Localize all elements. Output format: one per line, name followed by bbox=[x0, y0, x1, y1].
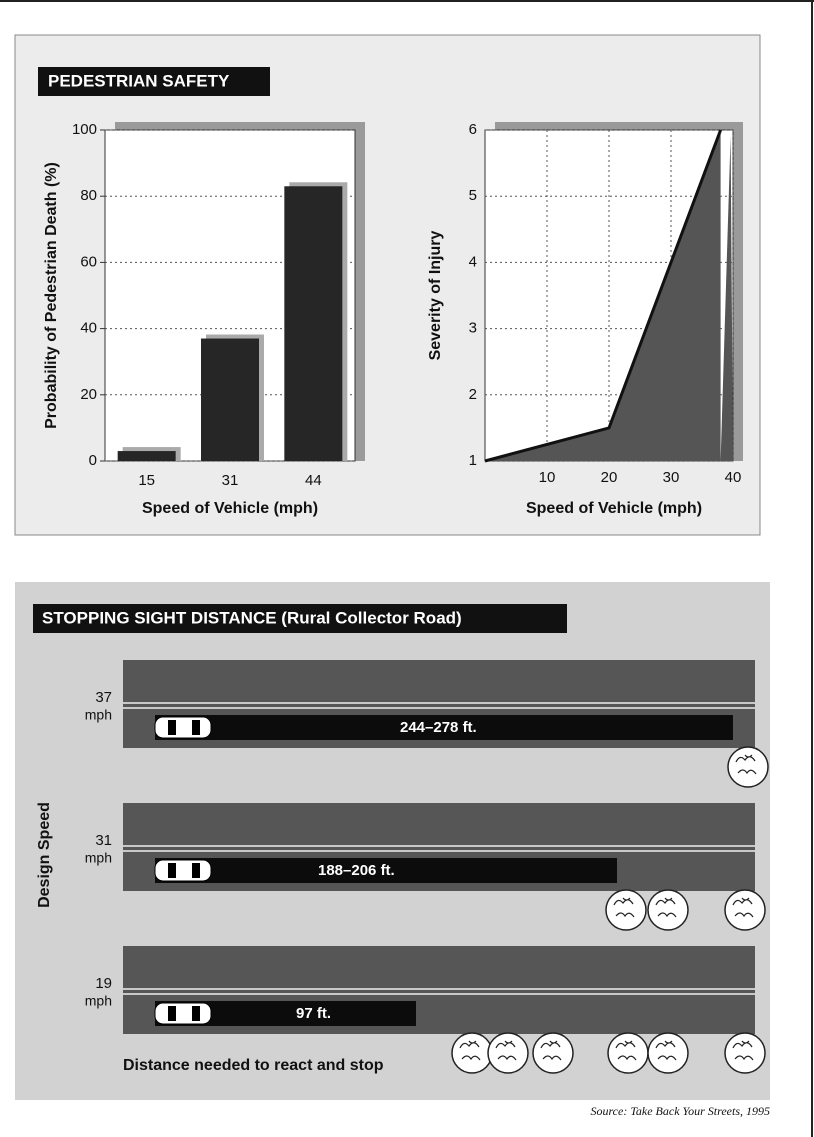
distance-bar bbox=[155, 715, 733, 740]
x-tick-label: 44 bbox=[305, 472, 322, 489]
y-tick-label: 100 bbox=[72, 121, 97, 138]
distance-label: 97 ft. bbox=[296, 1005, 331, 1022]
speed-unit: mph bbox=[85, 850, 112, 866]
tree bbox=[727, 746, 769, 788]
tree-detail bbox=[495, 1040, 517, 1061]
y-tick-label: 5 bbox=[469, 187, 477, 204]
car-window bbox=[192, 1006, 200, 1021]
y-tick-label: 60 bbox=[80, 253, 97, 270]
y-tick-label: 3 bbox=[469, 320, 477, 337]
speed-label: 31 bbox=[95, 832, 112, 849]
tree-detail bbox=[732, 897, 754, 918]
y-tick-label: 20 bbox=[80, 386, 97, 403]
tree bbox=[724, 1032, 766, 1074]
speed-label: 37 bbox=[95, 689, 112, 706]
title-box bbox=[33, 604, 567, 633]
caption: Distance needed to react and stop bbox=[123, 1057, 384, 1074]
y-tick-label: 4 bbox=[469, 253, 477, 270]
tree-detail bbox=[540, 1040, 562, 1061]
distance-bar bbox=[155, 858, 617, 883]
area bbox=[485, 130, 733, 461]
y-tick-label: 80 bbox=[80, 187, 97, 204]
x-axis-label: Speed of Vehicle (mph) bbox=[142, 500, 318, 517]
tree bbox=[607, 1032, 649, 1074]
y-tick-label: 0 bbox=[89, 452, 97, 469]
y-tick-label: 1 bbox=[469, 452, 477, 469]
x-tick-label: 30 bbox=[663, 469, 680, 486]
tree bbox=[647, 1032, 689, 1074]
car-window bbox=[168, 1006, 176, 1021]
y-tick-label: 2 bbox=[469, 386, 477, 403]
speed-label: 19 bbox=[95, 975, 112, 992]
tree bbox=[647, 889, 689, 931]
source: Source: Take Back Your Streets, 1995 bbox=[590, 1104, 770, 1118]
y-axis-label: Severity of Injury bbox=[427, 230, 444, 360]
x-tick-label: 10 bbox=[539, 469, 556, 486]
tree-detail bbox=[655, 1040, 677, 1061]
y-tick-label: 6 bbox=[469, 121, 477, 138]
speed-unit: mph bbox=[85, 993, 112, 1009]
car bbox=[154, 859, 212, 882]
tree-detail bbox=[615, 1040, 637, 1061]
x-tick-label: 40 bbox=[725, 469, 742, 486]
y-tick-label: 40 bbox=[80, 320, 97, 337]
tree bbox=[605, 889, 647, 931]
x-tick-label: 31 bbox=[222, 472, 239, 489]
y-axis-label: Probability of Pedestrian Death (%) bbox=[43, 162, 60, 429]
tree bbox=[532, 1032, 574, 1074]
distance-label: 244–278 ft. bbox=[400, 719, 477, 736]
tree-detail bbox=[735, 754, 757, 775]
tree bbox=[451, 1032, 493, 1074]
tree-detail bbox=[459, 1040, 481, 1061]
axis-label: Design Speed bbox=[36, 802, 53, 908]
tree-detail bbox=[732, 1040, 754, 1061]
car bbox=[154, 1002, 212, 1025]
car bbox=[154, 716, 212, 739]
bar bbox=[117, 451, 176, 461]
bar bbox=[284, 186, 343, 461]
title-box bbox=[38, 67, 270, 96]
stopping-title: STOPPING SIGHT DISTANCE (Rural Collector… bbox=[42, 608, 462, 627]
x-tick-label: 15 bbox=[138, 472, 155, 489]
car-window bbox=[168, 863, 176, 878]
speed-unit: mph bbox=[85, 707, 112, 723]
x-tick-label: 20 bbox=[601, 469, 618, 486]
tree-detail bbox=[613, 897, 635, 918]
car-window bbox=[192, 863, 200, 878]
bar bbox=[201, 338, 259, 461]
tree bbox=[724, 889, 766, 931]
line bbox=[484, 129, 723, 463]
car-window bbox=[192, 720, 200, 735]
distance-label: 188–206 ft. bbox=[318, 862, 395, 879]
x-axis-label: Speed of Vehicle (mph) bbox=[526, 500, 702, 517]
tree bbox=[487, 1032, 529, 1074]
car-window bbox=[168, 720, 176, 735]
tree-detail bbox=[655, 897, 677, 918]
chart-title: PEDESTRIAN SAFETY bbox=[48, 71, 230, 90]
